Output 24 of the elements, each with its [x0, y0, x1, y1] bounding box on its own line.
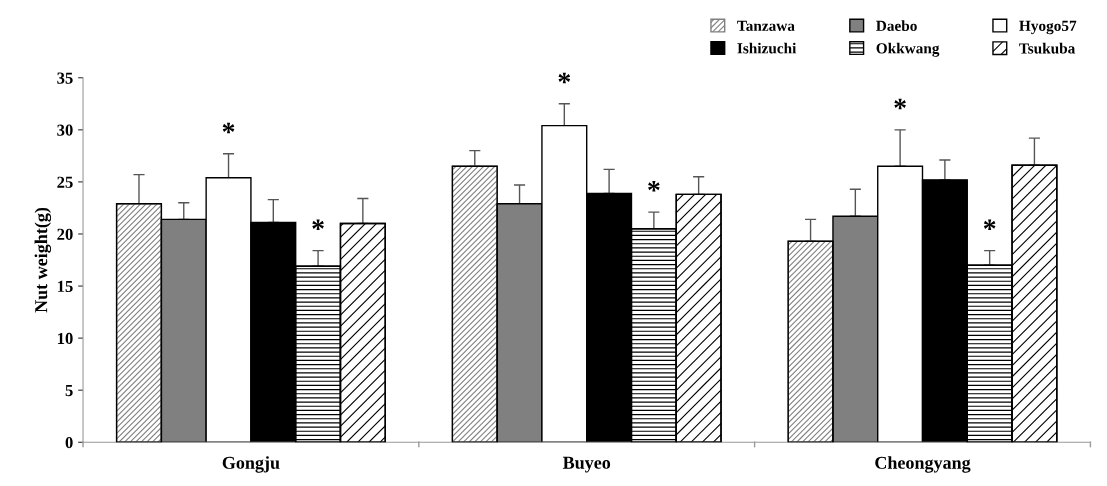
legend-label: Ishizuchi: [737, 42, 797, 54]
y-tick-label: 0: [65, 436, 73, 449]
legend-label: Tanzawa: [737, 20, 795, 31]
x-tick-label: Gongju: [222, 456, 280, 473]
data-label: *: [894, 98, 906, 110]
y-tick-label: 30: [57, 124, 73, 136]
legend-label: Tsukuba: [1019, 42, 1076, 54]
y-tick-label: 5: [65, 385, 73, 397]
data-label: *: [558, 72, 571, 84]
y-tick-label: 35: [57, 72, 73, 84]
x-tick-label: Buyeo: [562, 456, 611, 473]
y-tick-label: 15: [57, 280, 73, 292]
legend-label: Daebo: [876, 20, 917, 31]
y-tick-label: 20: [57, 228, 73, 240]
data-label: *: [312, 219, 324, 231]
data-label: *: [983, 219, 996, 231]
y-tick-label: 25: [57, 176, 73, 188]
data-label: *: [222, 122, 235, 134]
legend-label: Hyogo57: [1019, 20, 1077, 35]
y-tick-label: 10: [57, 332, 73, 345]
data-label: *: [648, 181, 660, 192]
x-tick-label: Cheongyang: [875, 456, 971, 473]
legend-label: Okkwang: [876, 42, 940, 57]
y-axis-title: Nut weight(g): [34, 207, 52, 313]
